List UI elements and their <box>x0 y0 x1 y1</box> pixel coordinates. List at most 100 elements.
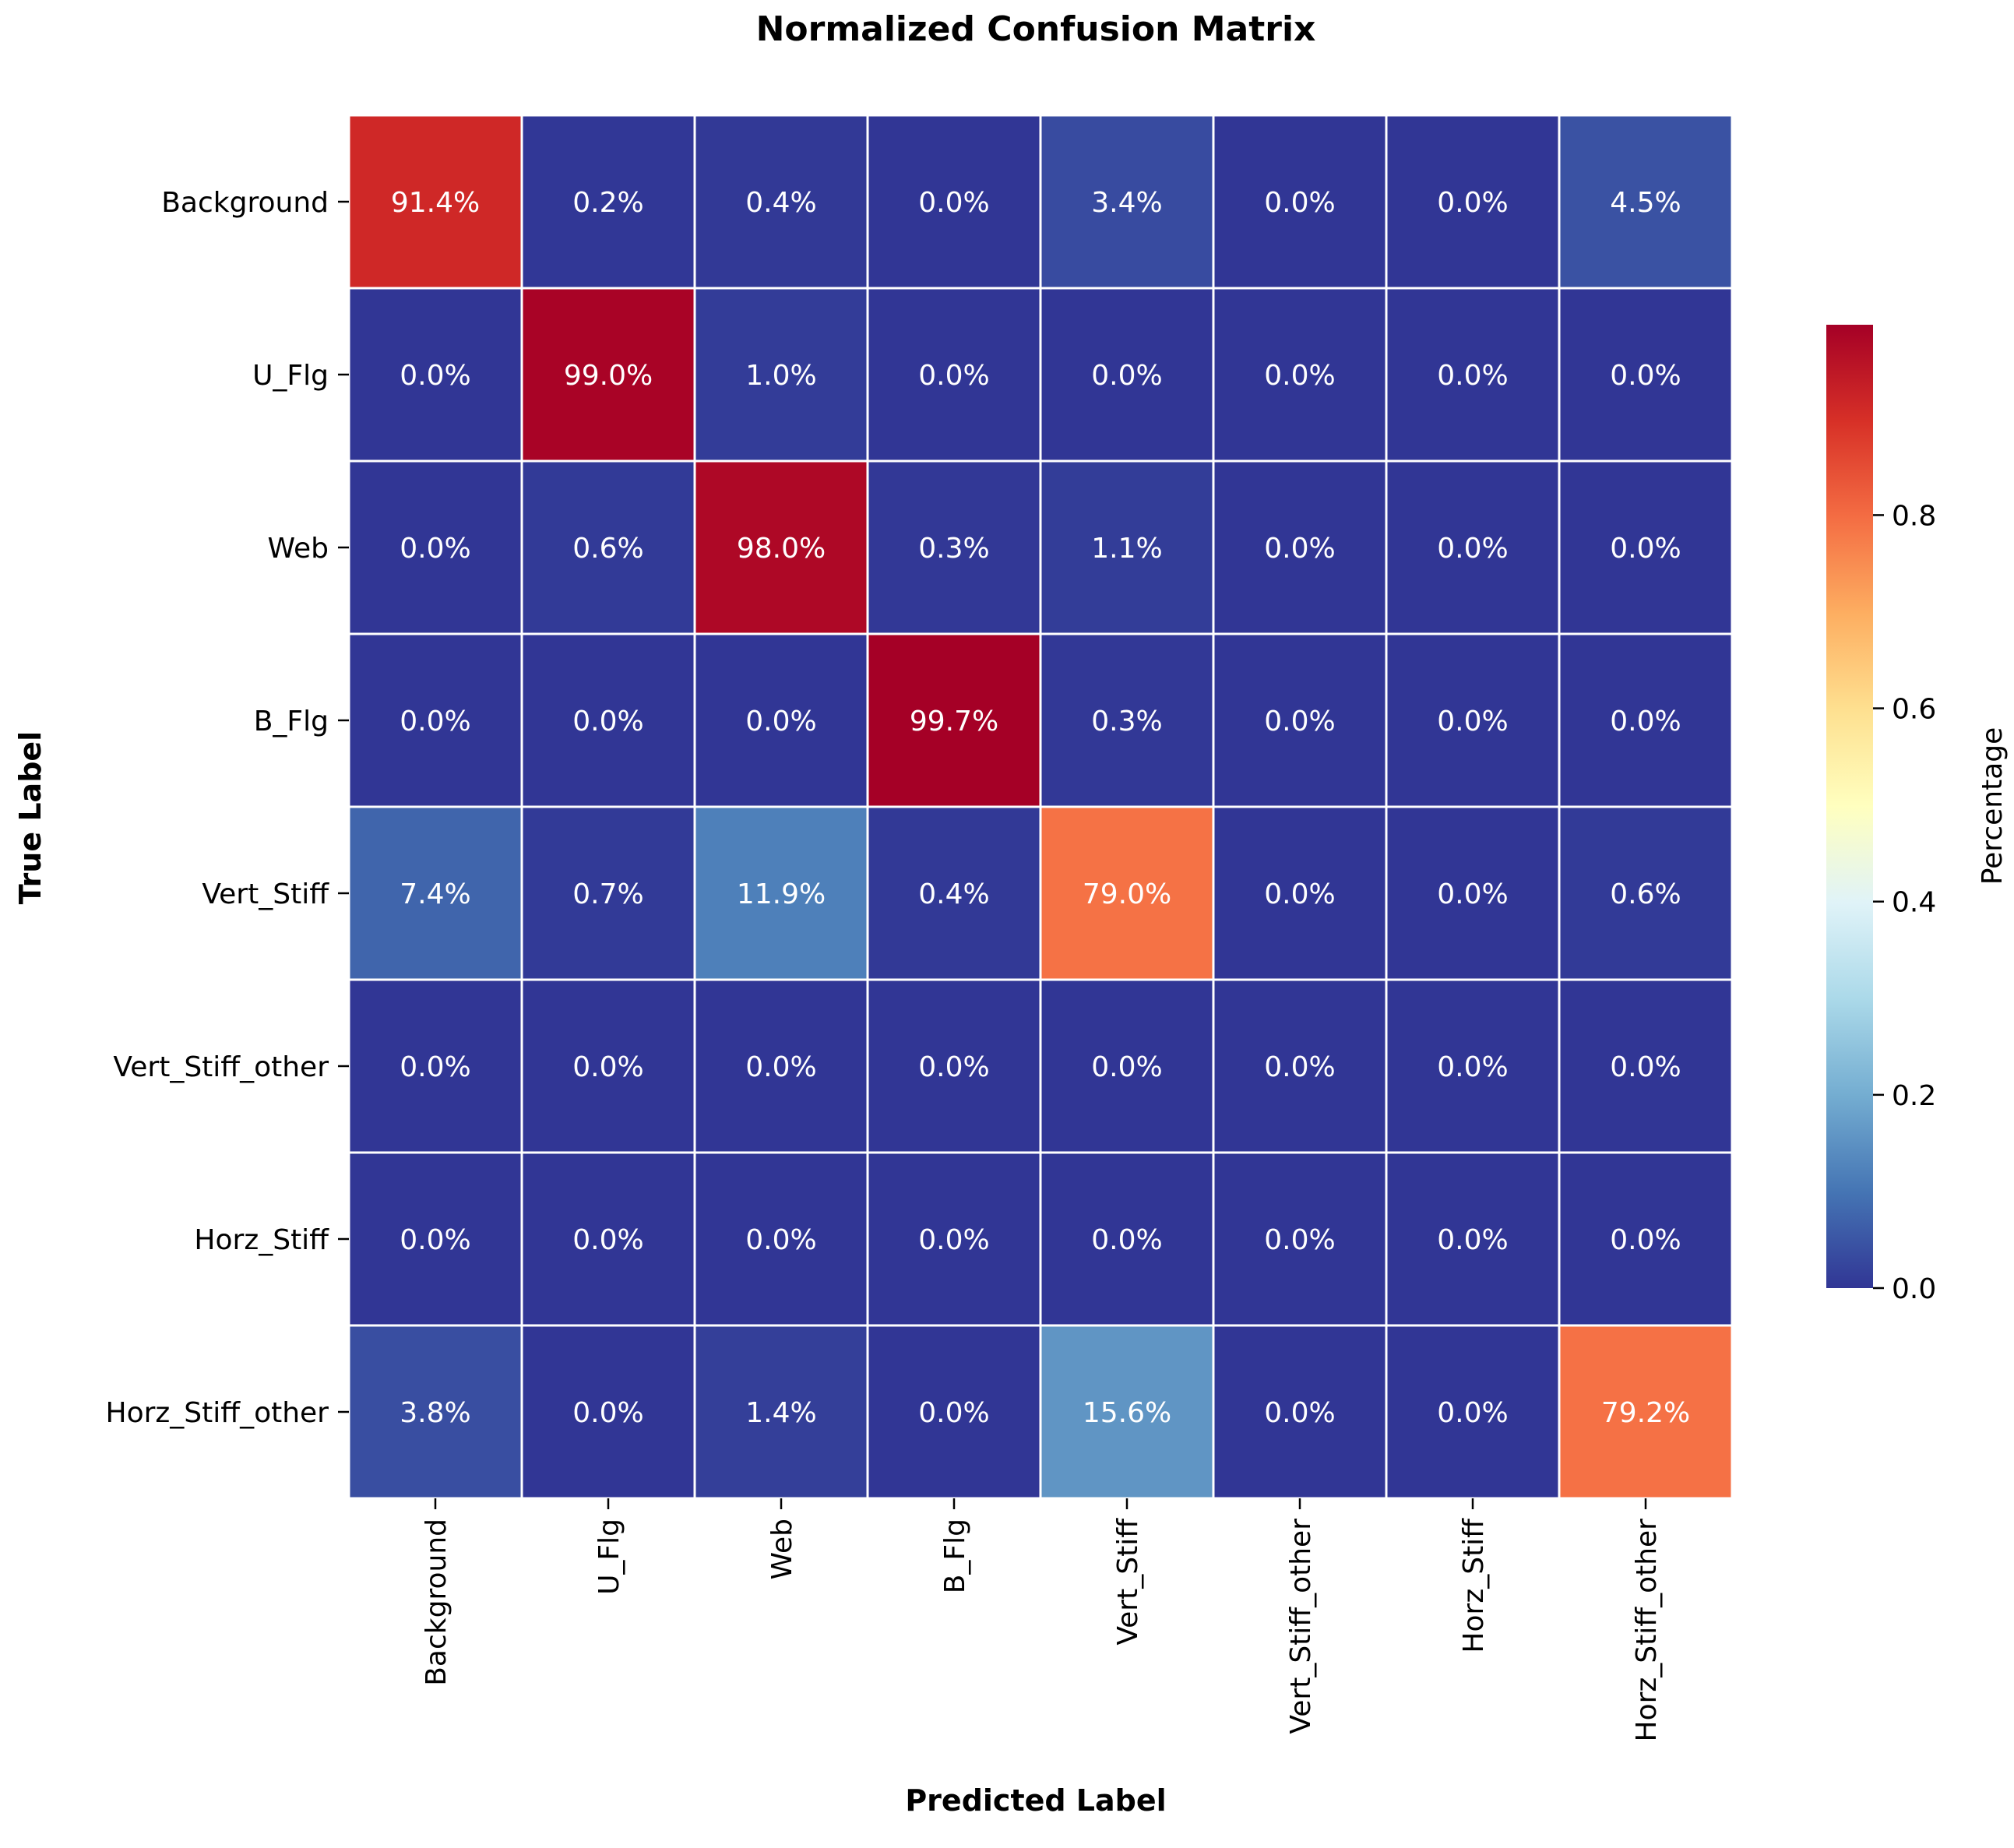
cell-value-label: 0.3% <box>1091 706 1162 737</box>
cell-value-label: 0.0% <box>1610 1051 1681 1083</box>
cell-value-label: 0.6% <box>572 533 643 565</box>
heatmap-cell <box>1558 805 1734 981</box>
cell-value-label: 0.0% <box>1610 1224 1681 1256</box>
heatmap-cell <box>1385 1151 1561 1327</box>
cell-value-label: 11.9% <box>737 878 826 910</box>
y-tick-label: Horz_Stiff_other <box>106 1397 329 1429</box>
cell-value-label: 0.0% <box>572 706 643 737</box>
cell-value-label: 1.0% <box>745 360 816 392</box>
cell-value-label: 0.0% <box>1610 706 1681 737</box>
cell-value-label: 0.0% <box>1437 706 1508 737</box>
colorbar-tick-label: 0.8 <box>1892 500 1936 532</box>
colorbar-tick-label: 0.4 <box>1892 887 1936 919</box>
cell-value-label: 15.6% <box>1083 1397 1171 1429</box>
heatmap-cell <box>1039 978 1215 1154</box>
cell-value-label: 1.1% <box>1091 533 1162 565</box>
heatmap-cell <box>1385 978 1561 1154</box>
cell-value-label: 0.0% <box>1264 533 1335 565</box>
cell-value-label: 0.0% <box>1091 1224 1162 1256</box>
cell-value-label: 0.0% <box>918 1397 989 1429</box>
x-tick-label: Background <box>421 1519 452 1686</box>
cell-value-label: 91.4% <box>391 187 480 219</box>
y-tick-label: Horz_Stiff <box>194 1224 329 1256</box>
cell-value-label: 79.2% <box>1601 1397 1690 1429</box>
heatmap-cell <box>693 1324 869 1500</box>
heatmap-cell <box>1039 114 1215 290</box>
cell-value-label: 0.0% <box>1264 878 1335 910</box>
cell-value-label: 0.0% <box>1264 1051 1335 1083</box>
cell-value-label: 0.0% <box>1437 187 1508 219</box>
heatmap-cell <box>1558 1151 1734 1327</box>
cell-value-label: 7.4% <box>400 878 470 910</box>
heatmap-cell <box>520 114 696 290</box>
heatmap-cell <box>520 978 696 1154</box>
cell-value-label: 0.0% <box>1264 1397 1335 1429</box>
cell-value-label: 0.0% <box>400 533 470 565</box>
heatmap-cell <box>693 114 869 290</box>
cell-value-label: 0.0% <box>1437 1224 1508 1256</box>
heatmap-cell <box>1385 805 1561 981</box>
cell-value-label: 0.0% <box>400 706 470 737</box>
heatmap-cell <box>1039 1324 1215 1500</box>
heatmap-cell <box>693 632 869 808</box>
cell-value-label: 0.0% <box>918 1224 989 1256</box>
cell-value-label: 99.0% <box>564 360 653 392</box>
cell-value-label: 0.0% <box>745 706 816 737</box>
cell-value-label: 0.0% <box>1264 360 1335 392</box>
cell-value-label: 0.0% <box>918 187 989 219</box>
chart-title: Normalized Confusion Matrix <box>756 9 1316 49</box>
heatmap-cell <box>1212 1151 1388 1327</box>
cell-value-label: 0.0% <box>400 360 470 392</box>
heatmap-cell <box>520 287 696 463</box>
cell-value-label: 79.0% <box>1083 878 1171 910</box>
heatmap-cell <box>347 114 523 290</box>
colorbar-label: Percentage <box>1977 727 2009 885</box>
cell-value-label: 0.0% <box>1264 187 1335 219</box>
x-tick-label: U_Flg <box>593 1519 625 1595</box>
cell-value-label: 0.0% <box>918 1051 989 1083</box>
heatmap-cell <box>520 1151 696 1327</box>
cell-value-label: 0.0% <box>1091 1051 1162 1083</box>
heatmap-cells <box>347 114 1734 1500</box>
heatmap-cell-labels: 91.4% 0.2% 0.4% 0.0% 3.4% 0.0% 0.0% 4.5% 0.0% 99.… <box>391 187 1690 1429</box>
cell-value-label: 0.0% <box>745 1051 816 1083</box>
heatmap-cell <box>866 114 1042 290</box>
cell-value-label: 0.0% <box>1610 360 1681 392</box>
cell-value-label: 0.0% <box>1437 1397 1508 1429</box>
heatmap-cell <box>693 978 869 1154</box>
cell-value-label: 0.4% <box>918 878 989 910</box>
cell-value-label: 0.0% <box>1437 878 1508 910</box>
cell-value-label: 0.0% <box>572 1224 643 1256</box>
colorbar-gradient <box>1826 325 1873 1288</box>
cell-value-label: 1.4% <box>745 1397 816 1429</box>
heatmap-cell <box>1212 978 1388 1154</box>
heatmap-cell <box>1558 114 1734 290</box>
heatmap-cell <box>693 1151 869 1327</box>
y-axis-ticks: Background U_Flg Web B_Flg Vert_Stiff Vert_St… <box>106 187 349 1429</box>
heatmap-cell <box>866 459 1042 635</box>
y-tick-label: Vert_Stiff <box>202 878 329 910</box>
y-tick-label: Vert_Stiff_other <box>113 1051 329 1083</box>
heatmap-cell <box>1558 978 1734 1154</box>
heatmap-cell <box>1385 459 1561 635</box>
cell-value-label: 0.0% <box>1437 360 1508 392</box>
y-tick-label: U_Flg <box>252 360 329 392</box>
cell-value-label: 0.0% <box>1264 1224 1335 1256</box>
cell-value-label: 0.0% <box>400 1224 470 1256</box>
heatmap-cell <box>1039 805 1215 981</box>
cell-value-label: 0.4% <box>745 187 816 219</box>
heatmap-cell <box>1212 805 1388 981</box>
cell-value-label: 98.0% <box>737 533 826 565</box>
x-tick-label: Horz_Stiff <box>1458 1518 1490 1653</box>
cell-value-label: 0.0% <box>572 1051 643 1083</box>
cell-value-label: 4.5% <box>1610 187 1681 219</box>
cell-value-label: 0.0% <box>1264 706 1335 737</box>
cell-value-label: 99.7% <box>910 706 998 737</box>
x-tick-label: B_Flg <box>939 1519 971 1593</box>
cell-value-label: 0.0% <box>1437 533 1508 565</box>
heatmap-cell <box>520 459 696 635</box>
colorbar: 0.0 0.2 0.4 0.6 0.8 Percentage <box>1826 325 2009 1305</box>
colorbar-ticks: 0.0 0.2 0.4 0.6 0.8 <box>1873 500 1936 1305</box>
